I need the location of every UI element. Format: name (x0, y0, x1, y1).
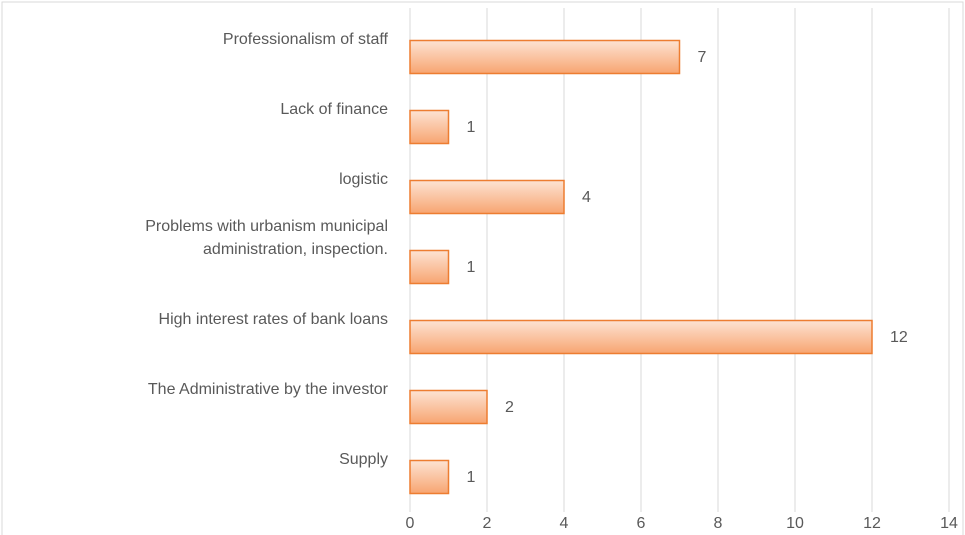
category-text: The Administrative by the investor (147, 381, 388, 398)
category-label: Problems with urbanism municipal adminis… (88, 201, 388, 261)
bar (409, 389, 488, 425)
category-text: High interest rates of bank loans (158, 311, 388, 328)
category-text: logistic (339, 171, 388, 188)
category-label: logistic (88, 131, 388, 191)
category-text: Problems with urbanism municipal adminis… (145, 218, 388, 258)
x-tick-label: 10 (786, 515, 804, 532)
x-tick-label: 12 (863, 515, 881, 532)
data-label: 12 (890, 329, 908, 346)
x-tick-label: 0 (406, 515, 415, 532)
category-label: Lack of finance (88, 61, 388, 121)
bar (409, 39, 681, 75)
data-label: 7 (698, 49, 707, 66)
category-text: Supply (339, 451, 388, 468)
category-label: The Administrative by the investor (88, 341, 388, 401)
x-tick-label: 4 (560, 515, 569, 532)
bar (409, 109, 450, 145)
x-tick-label: 8 (714, 515, 723, 532)
category-label: High interest rates of bank loans (88, 271, 388, 331)
data-label: 1 (467, 259, 476, 276)
data-label: 2 (505, 399, 514, 416)
category-label: Supply (88, 411, 388, 471)
bar (409, 179, 565, 215)
x-tick-label: 6 (637, 515, 646, 532)
bar (409, 319, 873, 355)
category-text: Professionalism of staff (222, 31, 388, 48)
data-label: 1 (467, 469, 476, 486)
x-tick-label: 14 (940, 515, 958, 532)
data-label: 1 (467, 119, 476, 136)
category-text: Lack of finance (280, 101, 388, 118)
data-label: 4 (582, 189, 591, 206)
x-tick-label: 2 (483, 515, 492, 532)
bar (409, 249, 450, 285)
category-label: Professionalism of staff (88, 0, 388, 51)
bar (409, 459, 450, 495)
